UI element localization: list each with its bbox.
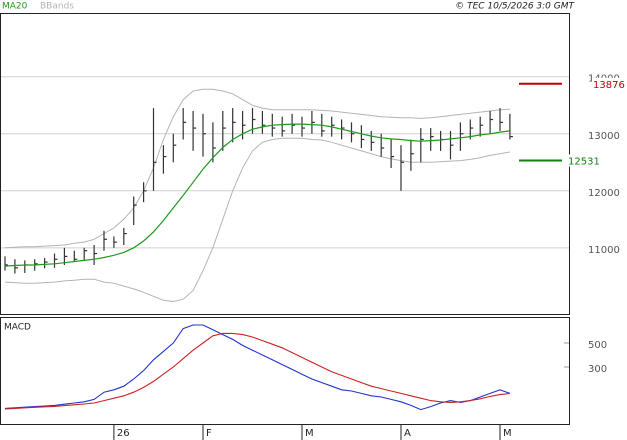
x-tick-label: M (503, 428, 512, 439)
y-tick-label: 12000 (588, 188, 620, 199)
macd-line (4, 324, 511, 411)
level-label: 12531 (568, 157, 600, 168)
x-tick-label: F (206, 428, 212, 439)
y-tick-label: 13000 (588, 131, 620, 142)
ma20-line (4, 123, 510, 267)
x-tick-label: M (305, 428, 314, 439)
macd-frame (0, 317, 570, 425)
credit: © TEC 10/5/2026 3:0 GMT (455, 2, 575, 12)
bband-lower (4, 137, 510, 303)
x-tick-label: 26 (117, 428, 130, 439)
y-tick-label: 11000 (588, 245, 620, 256)
level-label: 13876 (593, 80, 625, 91)
y-tick-label: 300 (588, 364, 607, 375)
macd-title: MACD (4, 323, 31, 333)
x-tick-label: A (404, 428, 411, 439)
legend-bbands: BBands (40, 2, 74, 12)
level-label-bg (567, 154, 601, 167)
bband-upper (4, 88, 510, 249)
macd-line (4, 332, 510, 410)
legend-ma20: MA20 (2, 2, 28, 12)
y-tick-label: 500 (588, 340, 607, 351)
level-label-bg (592, 77, 626, 90)
